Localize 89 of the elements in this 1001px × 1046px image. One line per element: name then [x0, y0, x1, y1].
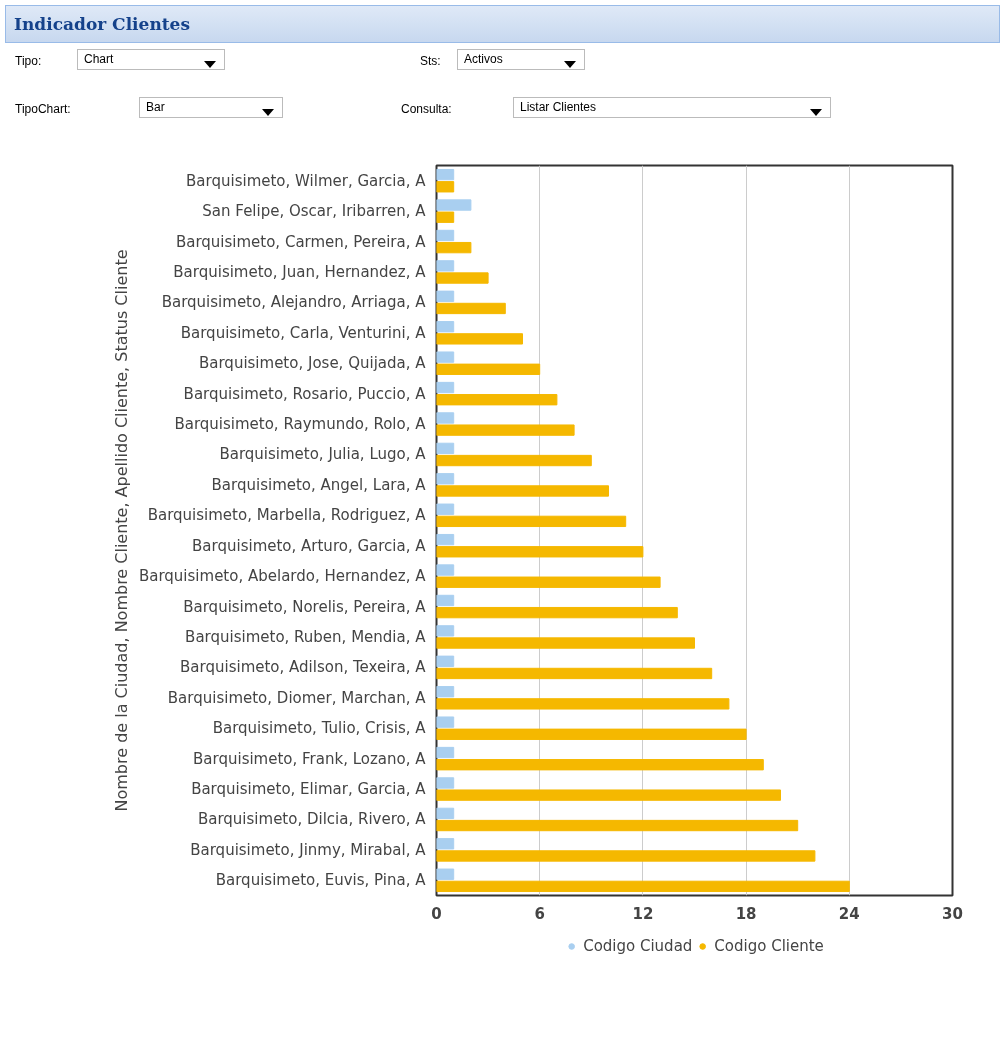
bar	[436, 655, 455, 667]
y-tick-label: Barquisimeto, Jinmy, Mirabal, A	[190, 840, 427, 859]
bar	[436, 351, 455, 363]
y-tick-label: Barquisimeto, Alejandro, Arriaga, A	[161, 293, 427, 312]
x-tick-label: 18	[735, 904, 757, 923]
y-tick-label: Barquisimeto, Diomer, Marchan, A	[167, 688, 427, 707]
x-tick-label: 6	[534, 904, 545, 923]
y-tick-label: Barquisimeto, Angel, Lara, A	[211, 475, 427, 494]
bar	[436, 546, 644, 558]
text: Listar Clientes	[513, 97, 831, 119]
bar	[436, 412, 455, 424]
y-tick-label: Barquisimeto, Rosario, Puccio, A	[183, 384, 427, 403]
bar	[436, 515, 627, 528]
y-tick-label: Barquisimeto, Adilson, Texeira, A	[180, 658, 427, 677]
bar	[436, 637, 695, 649]
bar	[436, 533, 455, 546]
y-tick-label: Barquisimeto, Norelis, Pereira, A	[183, 597, 427, 616]
bar	[436, 746, 455, 759]
y-tick-label: Barquisimeto, Carmen, Pereira, A	[175, 232, 427, 251]
bar	[436, 302, 506, 315]
bar	[436, 241, 472, 254]
bar	[436, 168, 455, 181]
x-tick-label: 30	[942, 904, 963, 923]
bar	[436, 789, 781, 801]
bar	[436, 199, 472, 211]
bar	[436, 728, 747, 740]
bar	[436, 181, 455, 193]
text: Chart	[77, 49, 225, 71]
text: Bar	[139, 97, 283, 119]
bar	[436, 698, 730, 710]
bar	[436, 485, 609, 497]
bar	[436, 321, 455, 333]
bar	[436, 442, 455, 455]
bar	[436, 667, 713, 680]
bar	[436, 260, 455, 272]
bar	[436, 594, 455, 607]
bar	[436, 363, 541, 375]
bar	[436, 473, 455, 485]
bar	[436, 625, 455, 637]
bar	[436, 759, 764, 771]
x-tick-label: 24	[838, 904, 860, 923]
bar	[436, 333, 523, 345]
y-tick-label: Barquisimeto, Ruben, Mendia, A	[185, 627, 427, 646]
bar	[436, 686, 455, 698]
bar	[436, 424, 575, 436]
text: Consulta:	[401, 101, 452, 119]
y-axis-title: Nombre de la Ciudad, Nombre Cliente, Apellido Cliente, Status Cliente	[111, 249, 131, 812]
y-tick-label: Barquisimeto, Julia, Lugo, A	[219, 445, 427, 464]
bar	[436, 290, 455, 302]
bar	[436, 229, 455, 242]
bar	[436, 880, 850, 893]
bar	[436, 381, 455, 394]
y-tick-label: Barquisimeto, Arturo, Garcia, A	[192, 536, 427, 555]
bar	[436, 211, 455, 223]
bar	[436, 394, 558, 406]
y-tick-label: Barquisimeto, Elimar, Garcia, A	[191, 780, 427, 799]
text: Activos	[457, 49, 585, 71]
bar	[436, 777, 455, 789]
bar	[436, 503, 455, 515]
text: Indicador Clientes	[5, 5, 1000, 44]
y-tick-label: Barquisimeto, Raymundo, Rolo, A	[174, 415, 427, 434]
bar	[436, 564, 455, 576]
legend-label: Codigo Cliente	[714, 937, 824, 955]
bar	[436, 576, 661, 588]
y-tick-label: Barquisimeto, Jose, Quijada, A	[198, 354, 427, 373]
x-tick-label: 0	[431, 904, 442, 923]
text: Tipo:	[15, 53, 42, 71]
y-tick-label: Barquisimeto, Tulio, Crisis, A	[212, 719, 427, 738]
y-tick-label: Barquisimeto, Carla, Venturini, A	[180, 323, 427, 342]
bar	[436, 454, 592, 467]
bar	[436, 850, 816, 862]
y-tick-label: Barquisimeto, Dilcia, Rivero, A	[197, 810, 427, 829]
bar	[436, 819, 799, 832]
x-tick-label: 12	[632, 904, 654, 923]
y-tick-label: Barquisimeto, Marbella, Rodriguez, A	[147, 506, 427, 525]
legend-label: Codigo Ciudad	[583, 937, 693, 955]
bar	[436, 716, 455, 728]
bar	[436, 838, 455, 850]
y-tick-label: Barquisimeto, Abelardo, Hernandez, A	[138, 567, 427, 586]
y-tick-label: Barquisimeto, Juan, Hernandez, A	[173, 262, 427, 281]
bar	[436, 868, 455, 880]
y-tick-label: Barquisimeto, Euvis, Pina, A	[215, 871, 427, 890]
text: TipoChart:	[15, 101, 71, 119]
y-tick-label: Barquisimeto, Wilmer, Garcia, A	[186, 171, 427, 190]
y-tick-label: San Felipe, Oscar, Iribarren, A	[202, 202, 427, 221]
bar	[436, 606, 678, 619]
text: Sts:	[420, 53, 441, 71]
y-tick-label: Barquisimeto, Frank, Lozano, A	[193, 749, 427, 768]
bar	[436, 272, 489, 284]
